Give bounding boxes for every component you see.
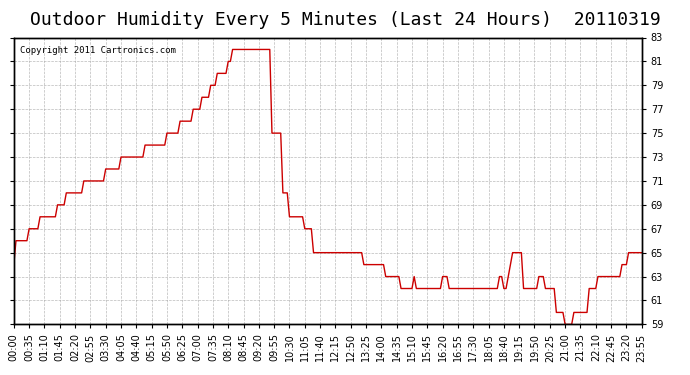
Text: Copyright 2011 Cartronics.com: Copyright 2011 Cartronics.com xyxy=(20,46,176,55)
Text: Outdoor Humidity Every 5 Minutes (Last 24 Hours)  20110319: Outdoor Humidity Every 5 Minutes (Last 2… xyxy=(30,11,660,29)
